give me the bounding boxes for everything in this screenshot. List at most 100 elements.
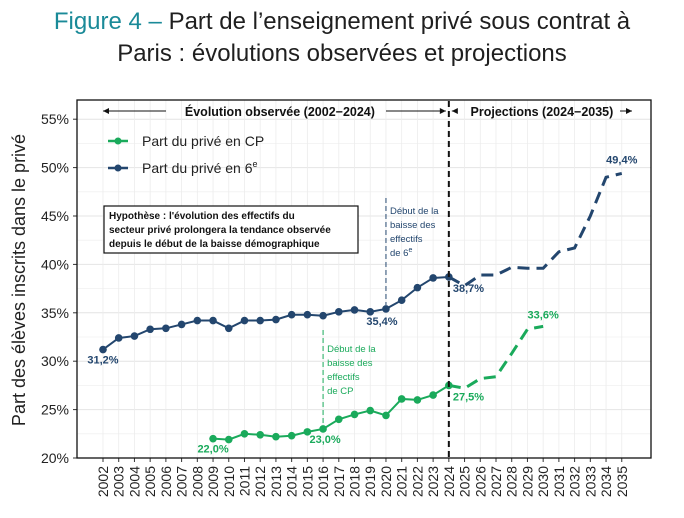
data-point-sixieme [146, 325, 154, 333]
x-tick-label: 2016 [315, 466, 331, 497]
x-tick-label: 2014 [284, 466, 300, 497]
data-point-cp [398, 395, 406, 403]
data-point-sixieme [335, 308, 343, 316]
data-label-cp: 27,5% [453, 391, 484, 403]
data-point-sixieme [414, 284, 422, 292]
data-point-cp [382, 412, 390, 420]
data-label-cp: 33,6% [528, 309, 559, 321]
data-point-sixieme [256, 317, 264, 325]
x-tick-label: 2013 [268, 466, 284, 497]
x-tick-label: 2030 [535, 466, 551, 497]
x-tick-label: 2009 [205, 466, 221, 497]
data-point-sixieme [382, 305, 390, 313]
data-point-sixieme [99, 346, 107, 354]
x-tick-label: 2008 [189, 466, 205, 497]
y-tick-label: 45% [41, 208, 69, 224]
x-tick-label: 2035 [614, 466, 630, 497]
y-tick-label: 50% [41, 160, 69, 176]
data-label-sixieme: 49,4% [606, 154, 637, 166]
annotation-text-sixieme: Début de la [390, 206, 439, 217]
legend-cp-marker [115, 138, 122, 145]
legend-6e-text: Part du privé en 6 [142, 160, 253, 176]
x-tick-label: 2028 [504, 466, 520, 497]
x-tick-label: 2033 [582, 466, 598, 497]
data-point-cp [272, 433, 280, 441]
legend-6e-marker [115, 165, 122, 172]
x-tick-label: 2027 [488, 466, 504, 497]
x-tick-label: 2010 [221, 466, 237, 497]
x-tick-label: 2032 [567, 466, 583, 497]
y-tick-label: 25% [41, 402, 69, 418]
observed-period-label: Évolution observée (2002−2024) [185, 104, 375, 119]
data-label-sixieme: 31,2% [87, 355, 118, 367]
annotation-text-sixieme: effectifs [390, 234, 423, 245]
y-tick-label: 55% [41, 111, 69, 127]
data-point-sixieme [429, 274, 437, 282]
data-point-sixieme [288, 311, 296, 319]
y-tick-label: 40% [41, 256, 69, 272]
x-tick-label: 2020 [378, 466, 394, 497]
data-point-sixieme [178, 321, 186, 329]
data-point-cp [209, 435, 217, 443]
x-tick-label: 2017 [331, 466, 347, 497]
data-point-cp [366, 407, 374, 415]
annotation-text-cp: de CP [327, 386, 353, 397]
data-point-sixieme [115, 334, 123, 342]
data-point-cp [335, 415, 343, 423]
y-tick-label: 30% [41, 353, 69, 369]
data-point-sixieme [351, 306, 359, 314]
legend-6e-label: Part du privé en 6e [142, 159, 258, 176]
data-point-cp [288, 432, 296, 440]
data-point-sixieme [162, 324, 170, 332]
y-tick-label: 20% [41, 450, 69, 466]
x-tick-label: 2003 [111, 466, 127, 497]
data-point-sixieme [366, 308, 374, 316]
annotation-text-cp: effectifs [327, 372, 360, 383]
data-point-cp [351, 411, 359, 419]
y-tick-label: 35% [41, 305, 69, 321]
hypothesis-line-1: Hypothèse : l'évolution des effectifs du [109, 211, 295, 222]
x-tick-label: 2018 [347, 466, 363, 497]
hypothesis-line-3: depuis le début de la baisse démographiq… [109, 239, 320, 250]
x-tick-label: 2005 [142, 466, 158, 497]
data-point-cp [225, 436, 233, 444]
plot-background [77, 100, 651, 458]
projection-period-label: Projections (2024−2035) [471, 105, 614, 119]
x-tick-label: 2023 [425, 466, 441, 497]
x-tick-label: 2019 [362, 466, 378, 497]
x-tick-label: 2029 [519, 466, 535, 497]
x-tick-label: 2025 [457, 466, 473, 497]
x-tick-label: 2011 [236, 466, 252, 496]
data-label-cp: 23,0% [309, 434, 340, 446]
x-tick-label: 2012 [252, 466, 268, 497]
annotation-text-cp: Début de la [327, 344, 376, 355]
x-tick-label: 2021 [394, 466, 410, 497]
data-point-sixieme [272, 316, 280, 324]
x-tick-label: 2006 [158, 466, 174, 497]
data-label-sixieme: 35,4% [366, 316, 397, 328]
annotation-sup: e [408, 247, 412, 254]
x-tick-label: 2031 [551, 466, 567, 497]
legend-cp-label: Part du privé en CP [142, 133, 264, 149]
x-axis-ticks: 2002 2003 2004 2005 2006 2007 2008 2009 2010 2011… [95, 458, 630, 497]
x-tick-label: 2007 [174, 466, 190, 497]
data-point-cp [241, 430, 249, 438]
data-label-cp: 22,0% [197, 444, 228, 456]
data-point-sixieme [241, 317, 249, 325]
x-tick-label: 2004 [126, 466, 142, 497]
x-tick-label: 2026 [472, 466, 488, 497]
data-point-cp [414, 396, 422, 404]
data-label-sixieme: 38,7% [453, 283, 484, 295]
data-point-cp [429, 391, 437, 399]
data-point-sixieme [225, 324, 233, 332]
data-point-sixieme [131, 332, 139, 340]
data-point-sixieme [398, 296, 406, 304]
x-tick-label: 2002 [95, 466, 111, 497]
x-tick-label: 2034 [598, 466, 614, 497]
y-axis-label: Part des élèves inscrits dans le privé [9, 134, 29, 426]
hypothesis-box: Hypothèse : l'évolution des effectifs du… [104, 206, 358, 253]
hypothesis-line-2: secteur privé prolongera la tendance obs… [109, 225, 331, 236]
x-tick-label: 2015 [299, 466, 315, 497]
y-axis-ticks: 20% 25% 30% 35% 40% 45% 50% 55% [41, 111, 77, 466]
